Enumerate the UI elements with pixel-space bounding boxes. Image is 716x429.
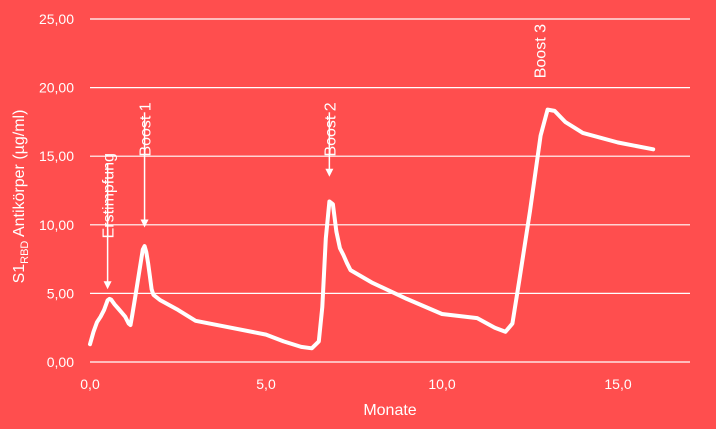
y-tick-label: 25,00 [39, 11, 74, 27]
x-axis-title: Monate [363, 402, 416, 419]
y-axis-title-subscript: RBD [19, 241, 31, 264]
gridlines [90, 18, 690, 294]
annotation-label: Boost 1 [138, 102, 155, 156]
y-axis-title-rest: Antikörper (µg/ml) [11, 110, 28, 241]
y-tick-label: 15,00 [39, 148, 74, 164]
annotation-label: Erstimpfung [101, 153, 118, 238]
y-tick-label: 5,00 [47, 285, 74, 301]
annotation-label: Boost 2 [322, 102, 339, 156]
y-axis-title-main: S1 [11, 264, 28, 284]
series-line [88, 107, 656, 351]
annotation-arrowhead [103, 281, 112, 290]
annotation-label: Boost 3 [533, 24, 550, 78]
y-tick-label: 20,00 [39, 80, 74, 96]
x-tick-label: 15,0 [604, 376, 631, 392]
y-tick-label: 0,00 [47, 354, 74, 370]
y-tick-labels: 0,00 5,00 10,00 15,00 20,00 25,00 [39, 11, 74, 370]
x-tick-labels: 0,0 5,0 10,0 15,0 [80, 376, 632, 392]
annotation-arrowhead [140, 219, 149, 228]
x-tick-label: 5,0 [256, 376, 276, 392]
annotations: Erstimpfung Boost 1 Boost 2 Boost 3 [101, 24, 550, 290]
x-tick-label: 10,0 [428, 376, 455, 392]
y-axis-title: S1RBD Antikörper (µg/ml) [11, 110, 31, 284]
annotation-arrowhead [325, 168, 334, 177]
x-tick-label: 0,0 [80, 376, 100, 392]
y-tick-label: 10,00 [39, 217, 74, 233]
